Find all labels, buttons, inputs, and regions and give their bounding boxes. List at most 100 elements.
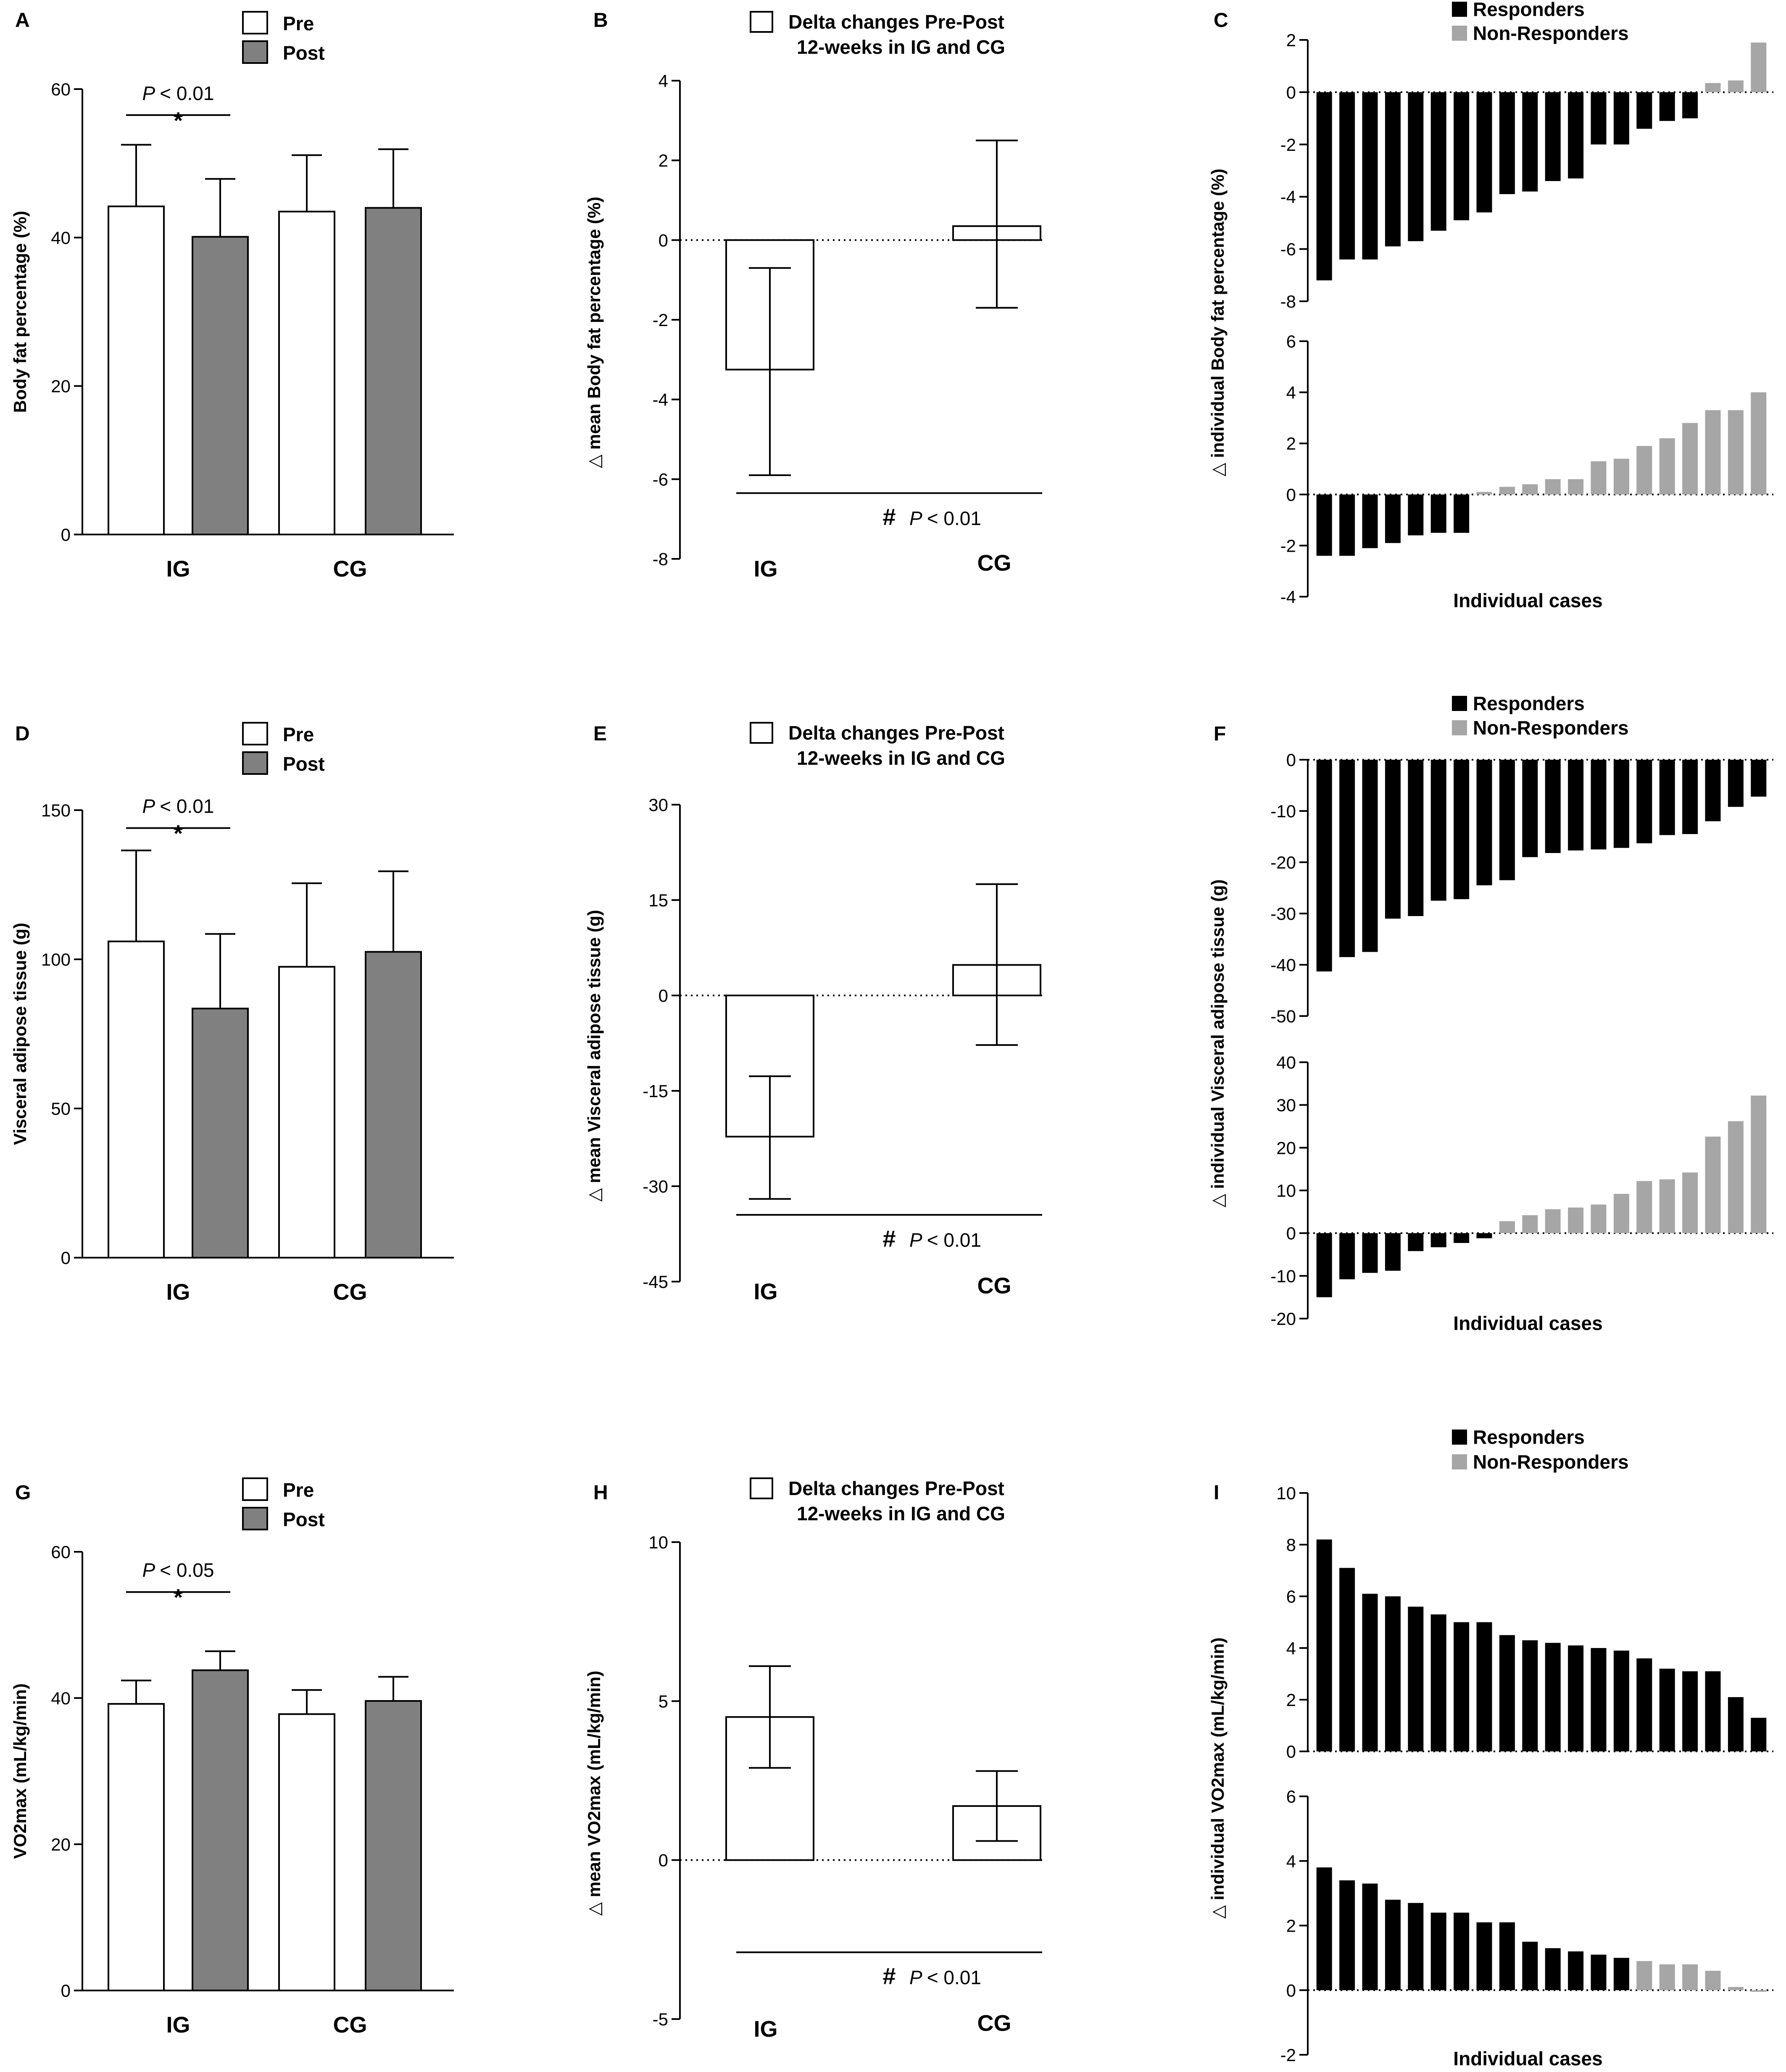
panel-c-top-y-tick-label: -2 (1280, 135, 1296, 155)
panel-c-bottom-bar-responder (1454, 494, 1470, 533)
panel-i-top-bar-responder (1545, 1643, 1561, 1751)
p-value: < 0.01 (160, 82, 214, 104)
panel-i-bottom-bar-responder (1454, 1912, 1470, 1990)
panel-g-legend-pre-swatch (242, 1477, 268, 1501)
axis-label-text: mean Visceral adipose tissue (g) (584, 910, 604, 1183)
panel-f-top-bar-responder (1568, 760, 1584, 850)
panel-e-y-tick-label: 15 (648, 890, 668, 910)
panel-i-bottom-bar-responder (1430, 1912, 1446, 1990)
panel-b-y-tick-label: 2 (659, 151, 668, 171)
panel-c-bottom-bar-non-responder (1591, 461, 1607, 495)
panel-b-legend-line2: 12-weeks in IG and CG (797, 36, 1005, 58)
panel-f-bottom-bar-responder (1430, 1233, 1446, 1248)
panel-c-top-y-tick-label: 0 (1286, 82, 1296, 102)
panel-f-top-bar-responder (1385, 760, 1401, 919)
p-symbol: P (909, 1229, 927, 1251)
panel-i-bottom-bar-responder (1385, 1900, 1401, 1990)
panel-f-bottom-y-tick-label: -10 (1270, 1266, 1296, 1286)
panel-h-y-tick-label: -5 (653, 2009, 668, 2029)
panel-b-group-label: IG (753, 556, 777, 582)
panel-f-bottom-bar-responder (1476, 1233, 1492, 1238)
panel-e-y-tick-label: 30 (648, 795, 668, 815)
panel-h-sig-hash: # (882, 1963, 896, 1989)
panel-c-bottom-bar-non-responder (1705, 410, 1721, 495)
panel-f-bottom-bar-non-responder (1682, 1172, 1698, 1233)
panel-c-bottom-bar-responder (1385, 494, 1401, 543)
panel-f-top-bar-responder (1636, 760, 1652, 843)
panel-e-y-tick-label: -15 (643, 1081, 668, 1101)
panel-f-top-y-tick-label: -30 (1270, 904, 1296, 924)
panel-c-top-bar-non-responder (1705, 83, 1721, 92)
panel-c-bottom-bar-responder (1362, 494, 1378, 548)
panel-c-y-axis-label: △ individual Body fat percentage (%) (1208, 168, 1228, 476)
panel-f-top-bar-responder (1476, 760, 1492, 885)
panel-c-top-y-tick-label: 2 (1286, 30, 1296, 50)
panel-i-bottom-bar-non-responder (1659, 1964, 1675, 1990)
panel-f-top-bar-responder (1339, 760, 1355, 957)
panel-d-group-label: IG (166, 1280, 190, 1305)
panel-f-bottom-bar-non-responder (1728, 1121, 1744, 1233)
panel-d-group-label: CG (333, 1280, 367, 1305)
panel-d-y-tick-label: 100 (41, 950, 71, 969)
axis-label-text: Visceral adipose tissue (g) (10, 923, 30, 1145)
p-symbol: P (909, 1967, 927, 1988)
panel-c-bottom-bar-non-responder (1522, 484, 1538, 495)
panel-h-p-value-text: P < 0.01 (909, 1967, 981, 1988)
panel-a-y-axis-label: Body fat percentage (%) (10, 211, 30, 413)
panel-i-bottom-bar-responder (1362, 1883, 1378, 1990)
panel-f-bottom-bar-responder (1316, 1233, 1332, 1298)
panel-e-y-tick-label: 0 (659, 986, 668, 1006)
p-value: < 0.01 (927, 1967, 981, 1988)
panel-g-sig-star: * (174, 1584, 183, 1611)
panel-c-top-bar-responder (1408, 92, 1424, 241)
panel-i-top-bar-responder (1522, 1640, 1538, 1751)
panel-i-top-bar-responder (1682, 1671, 1698, 1751)
panel-c-bottom-bar-non-responder (1545, 479, 1561, 495)
p-symbol: P (142, 82, 160, 104)
panel-i-top-bar-responder (1339, 1568, 1355, 1751)
panel-f-top-bar-responder (1408, 760, 1424, 916)
panel-g-legend-pre-label: Pre (283, 1479, 314, 1501)
panel-f-legend-responders-label: Responders (1473, 692, 1585, 714)
panel-g-y-axis-label: VO2max (mL/kg/min) (10, 1683, 30, 1859)
panel-a-legend-pre-swatch (242, 11, 268, 34)
panel-c-top-bar-responder (1385, 92, 1401, 247)
panel-d-p-value-text: P < 0.01 (142, 795, 214, 817)
panel-i-bottom-bar-responder (1591, 1954, 1607, 1990)
panel-c-top-bar-responder (1454, 92, 1470, 221)
panel-b-y-tick-label: 4 (659, 71, 668, 91)
panel-d-label: D (15, 723, 30, 745)
panel-c-bottom-bar-non-responder (1499, 487, 1515, 495)
panel-b-sig-hash: # (882, 504, 896, 530)
panel-i-top-y-tick-label: 10 (1276, 1483, 1296, 1503)
panel-f-bottom-bar-responder (1454, 1233, 1470, 1243)
panel-a-y-tick-label: 40 (51, 228, 71, 247)
axis-label-text: mean VO2max (mL/kg/min) (584, 1671, 604, 1897)
panel-f-bottom-bar-non-responder (1705, 1136, 1721, 1233)
panel-f-top-y-tick-label: 0 (1286, 750, 1296, 770)
panel-a-y-tick-label: 0 (61, 525, 71, 545)
panel-i-bottom-bar-responder (1545, 1948, 1561, 1990)
panel-b-y-axis-label: △ mean Body fat percentage (%) (584, 197, 604, 468)
panel-c-bottom-y-tick-label: 0 (1286, 485, 1296, 505)
panel-a-bar-ig-post (192, 236, 249, 535)
delta-symbol-icon: △ (1208, 1900, 1228, 1919)
panel-h-group-label: IG (753, 2017, 777, 2042)
panel-h-y-tick-label: 0 (659, 1851, 668, 1870)
panel-c-bottom-bar-non-responder (1659, 438, 1675, 495)
panel-h-label: H (593, 1482, 608, 1504)
panel-f-top-bar-responder (1613, 760, 1629, 848)
panel-a-group-label: IG (166, 556, 190, 582)
panel-g-bar-ig-pre (108, 1703, 165, 1991)
panel-a-y-tick-label: 60 (51, 79, 71, 99)
panel-c-top-bar-responder (1522, 92, 1538, 192)
panel-c-legend-responders-label: Responders (1473, 0, 1585, 20)
panel-i-legend-responders-swatch (1452, 1430, 1467, 1445)
panel-a-legend-pre-label: Pre (283, 13, 314, 34)
p-value: < 0.01 (927, 508, 981, 529)
panel-c-top-bar-non-responder (1728, 80, 1744, 92)
panel-c-top-bar-responder (1499, 92, 1515, 194)
panel-f-top-y-tick-label: -20 (1270, 853, 1296, 872)
panel-c-bottom-bar-responder (1339, 494, 1355, 556)
panel-d-y-tick-label: 150 (41, 800, 71, 820)
